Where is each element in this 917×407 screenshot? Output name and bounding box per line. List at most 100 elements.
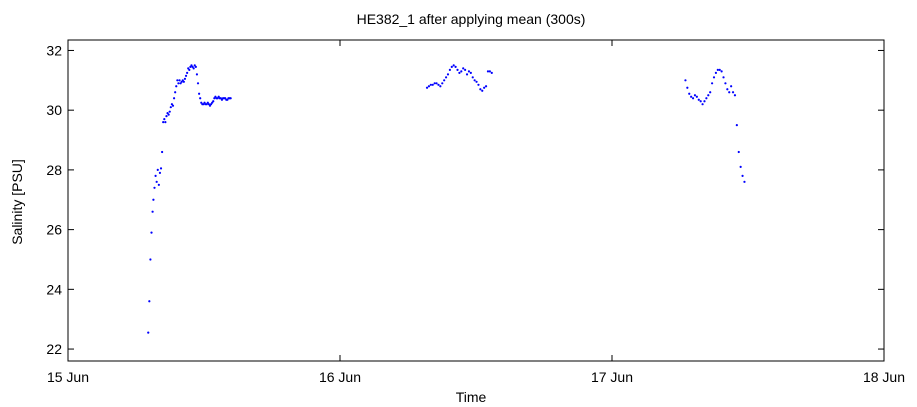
y-axis: 22 24 26 28 30 32	[46, 42, 884, 357]
data-point	[152, 198, 155, 201]
data-point	[722, 76, 725, 79]
data-point	[159, 167, 163, 170]
data-point	[183, 77, 187, 80]
data-point	[172, 97, 176, 100]
data-point	[164, 121, 167, 124]
data-point	[483, 86, 486, 89]
data-point	[158, 171, 162, 174]
data-point	[473, 79, 476, 82]
data-point	[441, 82, 444, 85]
data-point	[431, 83, 434, 86]
data-point	[196, 82, 200, 85]
data-point	[731, 91, 735, 94]
data-point	[707, 94, 710, 97]
data-point	[479, 88, 482, 91]
data-point	[433, 82, 436, 85]
x-tick-label: 15 Jun	[47, 369, 89, 385]
data-point	[194, 65, 197, 68]
y-tick-label: 30	[46, 102, 62, 118]
data-point	[688, 92, 691, 95]
data-point	[467, 70, 471, 73]
data-point	[229, 97, 232, 100]
data-point	[446, 73, 450, 76]
data-point	[168, 110, 171, 113]
x-tick-label: 17 Jun	[591, 369, 633, 385]
data-point	[450, 65, 453, 68]
data-point	[486, 70, 490, 73]
data-point	[741, 174, 744, 177]
data-point	[686, 86, 689, 89]
y-tick-label: 26	[46, 222, 62, 238]
x-axis-label: Time	[456, 389, 487, 405]
data-point	[733, 94, 737, 97]
data-point	[724, 82, 727, 85]
data-point	[425, 86, 429, 89]
data-point	[150, 231, 153, 234]
data-point	[718, 68, 721, 71]
data-point	[695, 95, 698, 98]
data-point	[427, 85, 431, 88]
data-point	[716, 68, 719, 71]
data-point	[684, 79, 687, 82]
data-point	[171, 104, 175, 107]
data-point	[475, 80, 478, 83]
plot-frame	[67, 39, 885, 362]
y-tick-label: 24	[46, 281, 62, 297]
data-point	[735, 124, 738, 127]
chart-title: HE382_1 after applying mean (300s)	[357, 11, 586, 27]
data-point	[186, 71, 189, 74]
y-tick-label: 28	[46, 162, 62, 178]
data-point	[488, 70, 491, 73]
data-point	[147, 331, 150, 334]
data-point	[182, 80, 185, 83]
data-point	[165, 115, 168, 118]
data-point	[167, 113, 170, 116]
data-point	[435, 82, 438, 85]
data-point	[714, 71, 718, 74]
data-points	[147, 64, 746, 334]
data-point	[737, 150, 740, 154]
data-point	[148, 300, 151, 303]
data-point	[690, 95, 693, 98]
data-point	[155, 180, 158, 183]
data-point	[477, 83, 480, 86]
data-point	[444, 76, 448, 79]
data-point	[710, 82, 714, 85]
data-point	[720, 70, 723, 73]
data-point	[188, 68, 191, 71]
data-point	[157, 183, 160, 186]
data-point	[176, 79, 179, 82]
data-point	[439, 85, 442, 88]
data-point	[454, 65, 457, 68]
data-point	[462, 67, 465, 70]
data-point	[712, 76, 716, 79]
y-axis-label: Salinity [PSU]	[9, 159, 25, 245]
data-point	[739, 165, 742, 169]
data-point	[458, 71, 461, 74]
data-point	[481, 89, 484, 92]
data-point	[452, 64, 455, 67]
data-point	[456, 68, 459, 71]
data-point	[726, 88, 729, 91]
data-point	[156, 168, 159, 171]
x-tick-label: 18 Jun	[863, 369, 905, 385]
data-point	[149, 258, 152, 261]
data-point	[169, 106, 172, 109]
data-point	[163, 118, 166, 121]
y-tick-label: 32	[46, 42, 62, 58]
data-point	[151, 210, 154, 213]
data-point	[697, 98, 700, 101]
data-point	[743, 180, 746, 183]
data-point	[443, 79, 446, 82]
data-point	[184, 74, 188, 77]
data-point	[154, 174, 157, 177]
data-point	[448, 68, 451, 71]
data-point	[429, 83, 432, 86]
data-point	[195, 73, 199, 76]
data-point	[161, 150, 164, 154]
data-point	[709, 91, 712, 94]
data-point	[728, 91, 731, 94]
data-point	[471, 76, 474, 79]
data-point	[701, 103, 704, 106]
